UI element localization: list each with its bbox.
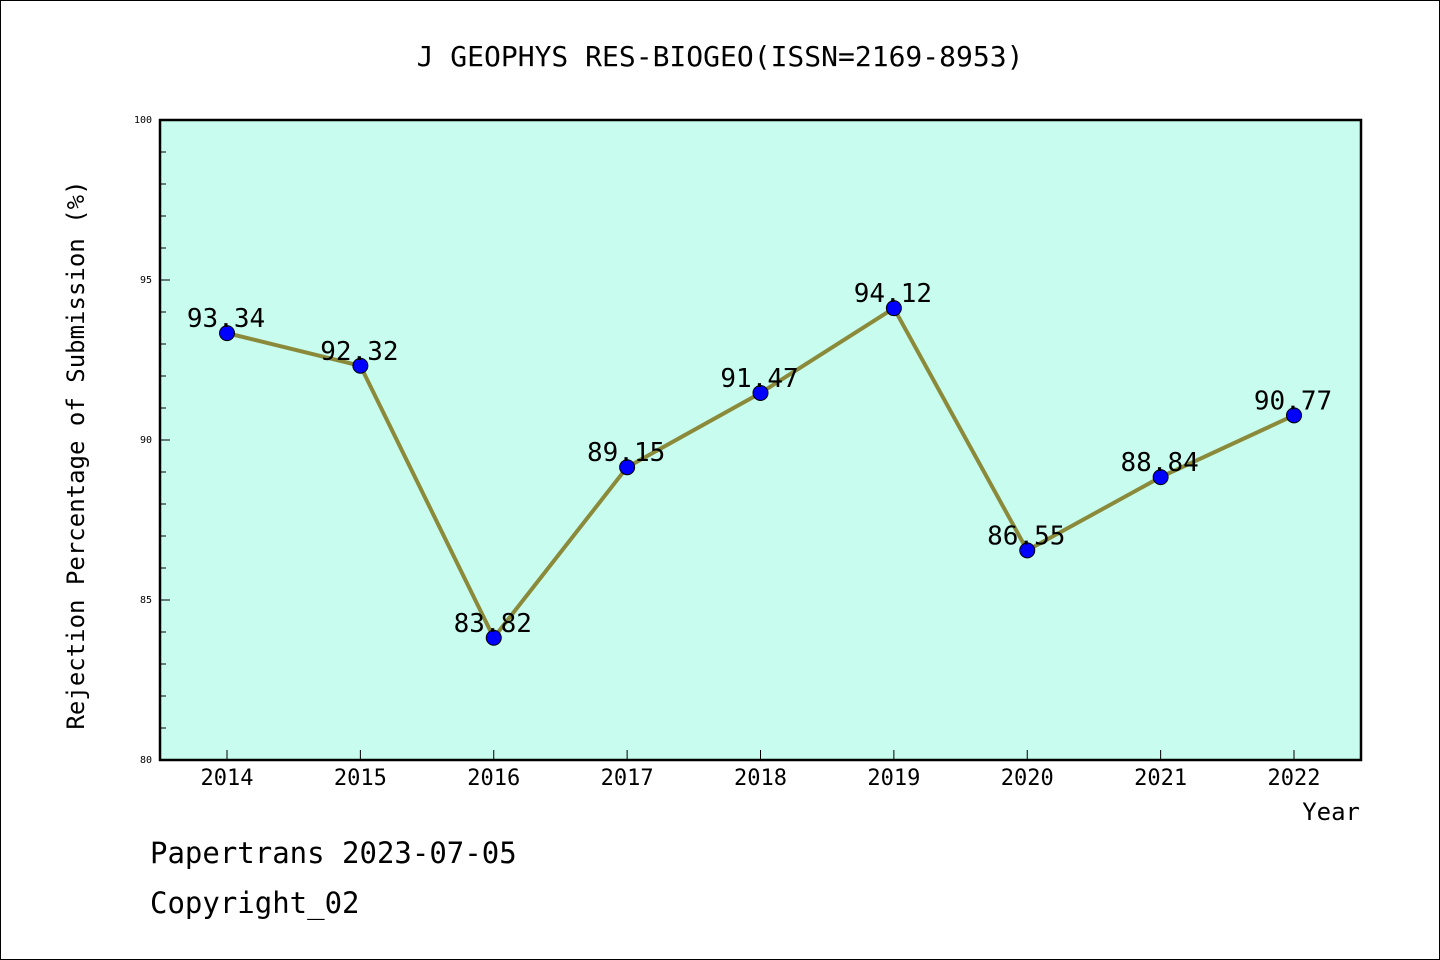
data-point [219,325,235,342]
data-label: 91.47 [720,364,798,394]
data-point [1152,469,1169,486]
x-axis-ticks: 2014 2015 2016 2017 2018 2019 2020 2021 2022 [201,750,1321,791]
x-tick-label: 2017 [601,766,654,791]
x-tick-label: 2022 [1268,766,1321,791]
y-tick-label: 95 [140,275,152,286]
data-point [752,384,769,401]
source-text: Papertrans 2023-07-05 [150,836,517,870]
data-label: 89.15 [587,438,665,468]
y-tick-label: 100 [134,115,152,126]
data-point [485,629,502,646]
x-axis-label: Year [1302,798,1360,826]
x-tick-label: 2016 [467,766,520,791]
data-label: 93.34 [187,304,265,334]
data-point [885,300,902,317]
data-point [619,459,636,476]
data-label: 94.12 [854,279,932,309]
data-label: 83.82 [454,609,532,639]
y-tick-label: 80 [140,755,152,766]
chart-title: J GEOPHYS RES-BIOGEO(ISSN=2169-8953) [417,40,1024,73]
x-tick-label: 2015 [334,766,387,791]
x-tick-label: 2020 [1001,766,1054,791]
x-tick-label: 2014 [201,766,254,791]
x-tick-label: 2018 [734,766,787,791]
data-point [1019,542,1036,559]
data-point [1286,407,1302,424]
data-series: 93.34 92.32 83.82 89.15 91.47 94.12 86.55 88.84… [187,279,1332,646]
x-tick-label: 2021 [1134,766,1187,791]
y-axis-ticks: 80 85 90 95 100 [134,115,170,766]
x-tick-label: 2019 [867,766,920,791]
data-point [352,357,369,374]
copyright-text: Copyright_02 [150,886,360,920]
plot-area [158,118,1363,762]
y-axis-label: Rejection Percentage of Submission (%) [62,180,90,729]
data-label: 88.84 [1120,448,1198,478]
data-label: 90.77 [1254,386,1332,416]
data-label: 86.55 [987,521,1065,551]
y-tick-label: 85 [140,595,152,606]
data-label: 92.32 [320,337,398,367]
y-tick-label: 90 [140,435,152,446]
